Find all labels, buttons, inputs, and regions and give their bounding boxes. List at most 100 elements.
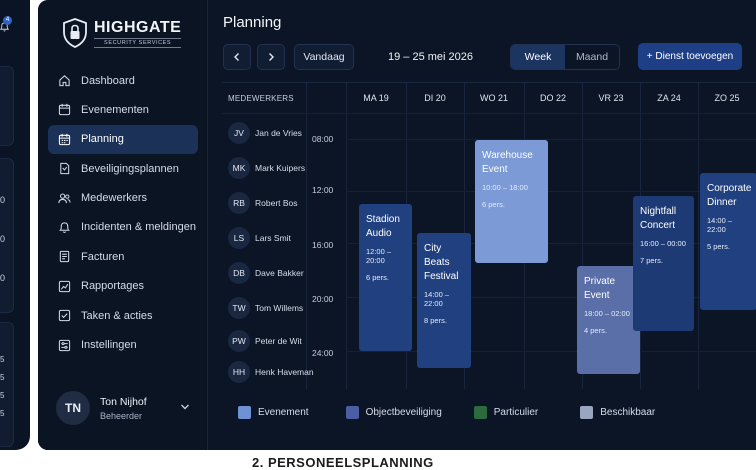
legend-label: Beschikbaar [600, 406, 656, 418]
brand-logo[interactable]: HIGHGATE SECURITY SERVICES [62, 18, 182, 48]
grid-row-line [346, 351, 756, 352]
employee-avatar: JV [228, 122, 250, 144]
chart-icon [58, 280, 71, 292]
employee-row[interactable]: MK Mark Kuipers [228, 156, 305, 180]
peek-value: 5 [0, 373, 5, 382]
next-week-button[interactable] [257, 44, 285, 70]
tab-maand[interactable]: Maand [575, 51, 609, 63]
tab-week[interactable]: Week [511, 45, 565, 69]
sidebar-item-label: Rapportages [81, 280, 144, 293]
sidebar-item-dashboard[interactable]: Dashboard [48, 66, 198, 95]
background-card: 4 0 0 0 5 5 5 5 [0, 0, 30, 450]
chevron-left-icon [234, 53, 239, 61]
previous-week-button[interactable] [223, 44, 251, 70]
sidebar-item-label: Facturen [81, 250, 125, 263]
legend-label: Particulier [493, 406, 539, 418]
sidebar-item-evenementen[interactable]: Evenementen [48, 95, 198, 124]
day-header: WO 21 [479, 93, 508, 103]
sidebar-item-label: Beveiligingsplannen [81, 162, 179, 175]
notification-badge: 4 [3, 16, 12, 25]
user-role: Beheerder [100, 410, 143, 421]
calendar-icon [58, 133, 71, 145]
grid-column-line [306, 83, 307, 389]
employee-name: Robert Bos [255, 198, 298, 208]
view-toggle: Week Maand [510, 44, 620, 70]
avatar: TN [56, 391, 90, 425]
sidebar-item-facturen[interactable]: Facturen [48, 242, 198, 271]
home-icon [59, 75, 70, 87]
shift-block[interactable]: Private Event 18:00 – 02:00 4 pers. [577, 266, 640, 374]
employee-avatar: LS [228, 227, 250, 249]
shift-title: Warehouse Event [482, 150, 533, 175]
sidebar-item-medewerkers[interactable]: Medewerkers [48, 184, 198, 213]
shift-people: 7 pers. [640, 256, 663, 265]
settings-icon [58, 339, 71, 351]
employee-avatar: RB [228, 192, 250, 214]
employee-avatar: MK [228, 157, 250, 179]
shift-people: 8 pers. [424, 316, 447, 325]
planning-grid: MEDEWERKERS MA 19 DI 20 WO 21 DO 22 VR 23 ZA … [222, 82, 756, 389]
add-shift-button[interactable]: + Dienst toevoegen [638, 43, 742, 70]
employee-name: Dave Bakker [255, 268, 304, 278]
shift-hours: 10:00 – 18:00 [482, 183, 528, 192]
checklist-icon [58, 310, 71, 322]
sidebar-item-label: Evenementen [81, 103, 149, 116]
sidebar-item-label: Instellingen [81, 339, 137, 352]
employee-row[interactable]: RB Robert Bos [228, 191, 298, 215]
time-label: 16:00 [312, 240, 334, 250]
shift-title: Nightfall Concert [640, 206, 677, 231]
chevron-down-icon[interactable] [180, 402, 190, 412]
peek-value: 5 [0, 355, 5, 364]
shift-block[interactable]: Corporate Dinner 14:00 – 22:00 5 pers. [700, 173, 756, 310]
sidebar-item-planning[interactable]: Planning [48, 124, 198, 154]
employee-row[interactable]: DB Dave Bakker [228, 261, 304, 285]
sidebar-item-taken[interactable]: Taken & acties [48, 301, 198, 330]
grid-row-line [346, 139, 756, 140]
shift-hours: 14:00 – 22:00 [707, 216, 733, 234]
grid-column-line [346, 83, 347, 389]
user-menu[interactable]: TN Ton Nijhof Beheerder [48, 384, 198, 432]
legend-item: Beschikbaar [580, 405, 656, 419]
employee-name: Mark Kuipers [255, 163, 306, 173]
shield-lock-icon [63, 18, 87, 48]
today-button[interactable]: Vandaag [294, 44, 354, 70]
brand-name: HIGHGATE [94, 18, 182, 36]
chevron-right-icon [269, 53, 274, 61]
employee-row[interactable]: PW Peter de Wit [228, 329, 302, 353]
employee-name: Jan de Vries [255, 128, 302, 138]
shift-hours: 14:00 – 22:00 [424, 290, 450, 308]
sidebar-item-rapportages[interactable]: Rapportages [48, 272, 198, 301]
legend-swatch [238, 405, 251, 419]
grid-column-line [698, 83, 699, 389]
grid-row-line [346, 243, 756, 244]
time-label: 12:00 [312, 185, 334, 195]
legend-swatch [473, 405, 487, 419]
sidebar-item-incidenten[interactable]: Incidenten & meldingen [48, 213, 198, 242]
sidebar-item-label: Planning [81, 133, 124, 146]
peek-panel: 0 0 0 [0, 158, 14, 313]
employee-row[interactable]: HH Henk Haveman [228, 360, 314, 384]
sidebar-item-beveiligingsplannen[interactable]: Beveiligingsplannen [48, 154, 198, 183]
shift-hours: 18:00 – 02:00 [584, 309, 630, 318]
peek-value: 5 [0, 409, 5, 418]
sidebar-item-label: Medewerkers [81, 192, 148, 205]
employee-row[interactable]: JV Jan de Vries [228, 121, 302, 145]
employee-row[interactable]: TW Tom Willems [228, 296, 303, 320]
sidebar-item-label: Dashboard [81, 74, 135, 87]
app-window: HIGHGATE SECURITY SERVICES Dashboard Eve… [38, 0, 756, 450]
shift-block[interactable]: Warehouse Event 10:00 – 18:00 6 pers. [475, 140, 548, 263]
shift-block[interactable]: Nightfall Concert 16:00 – 00:00 7 pers. [633, 196, 694, 331]
legend-item: Objectbeveiliging [345, 405, 442, 419]
peek-panel: 5 5 5 5 [0, 322, 14, 447]
shift-people: 5 pers. [707, 242, 730, 251]
legend: Evenement Objectbeveiliging Particulier … [238, 404, 655, 420]
shift-block[interactable]: City Beats Festival 14:00 – 22:00 8 pers. [417, 233, 471, 368]
day-header: VR 23 [598, 93, 624, 103]
shift-title: Private Event [584, 276, 616, 301]
employee-name: Tom Willems [255, 303, 304, 313]
shift-block[interactable]: Stadion Audio 12:00 – 20:00 6 pers. [359, 204, 412, 351]
shift-people: 6 pers. [482, 200, 505, 209]
grid-column-line [582, 83, 583, 389]
sidebar-item-instellingen[interactable]: Instellingen [48, 331, 198, 360]
employee-row[interactable]: LS Lars Smit [228, 226, 291, 250]
